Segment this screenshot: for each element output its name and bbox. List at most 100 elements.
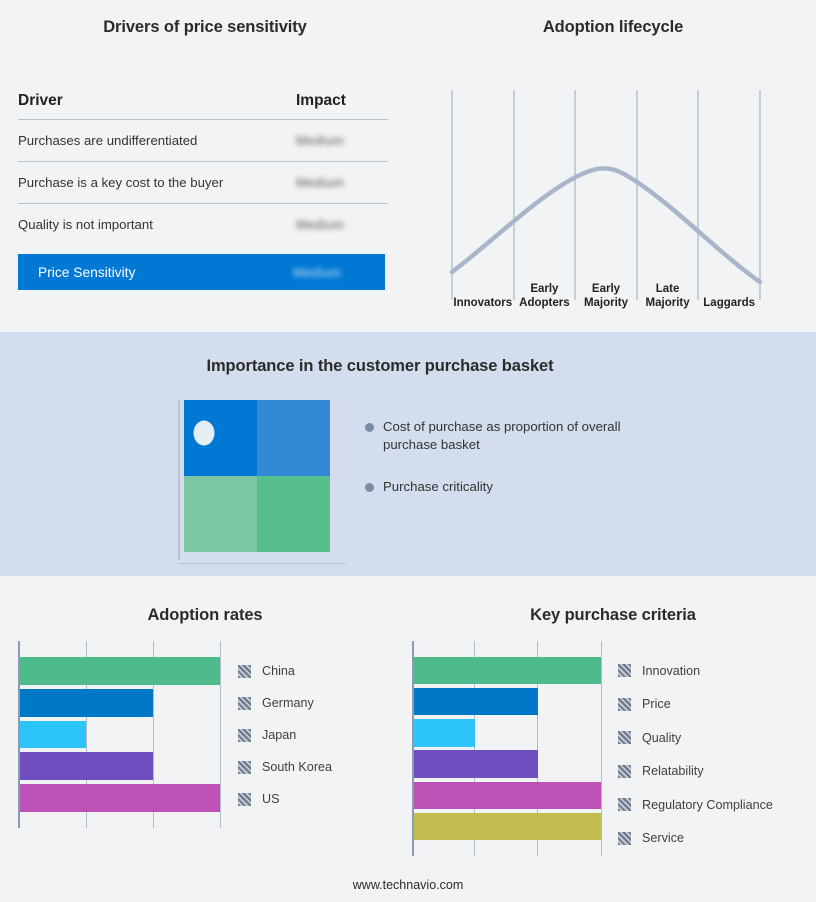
legend-label: Relatability bbox=[642, 764, 704, 779]
stage-label-early-majority: Early Majority bbox=[583, 283, 629, 309]
lifecycle-stage-labels: Innovators Early Adopters Early Majority… bbox=[452, 266, 760, 312]
table-divider bbox=[18, 161, 388, 162]
legend-label: China bbox=[262, 664, 295, 678]
stage-label-laggards: Laggards bbox=[703, 297, 756, 309]
legend-item-price: Price bbox=[618, 688, 773, 722]
matrix-quadrant-bottom-left bbox=[184, 476, 257, 552]
panel-drivers-of-price-sensitivity: Drivers of price sensitivity Driver Impa… bbox=[0, 0, 410, 332]
panel-importance-customer-purchase-basket: Importance in the customer purchase bask… bbox=[0, 332, 816, 576]
hatch-swatch-icon bbox=[618, 664, 631, 678]
matrix-quadrant-top-right bbox=[257, 400, 330, 476]
bar-row-relatability bbox=[414, 749, 604, 780]
table-divider bbox=[18, 203, 388, 204]
bar-row-innovation bbox=[414, 655, 604, 686]
legend-label: Quality bbox=[642, 730, 682, 745]
adoption-rates-chart bbox=[18, 641, 222, 828]
cell-driver: Purchase is a key cost to the buyer bbox=[18, 175, 224, 190]
cell-driver: Quality is not important bbox=[18, 217, 153, 232]
bar-rows bbox=[20, 641, 222, 828]
hatch-swatch-icon bbox=[238, 728, 251, 742]
stage-label-innovators: Innovators bbox=[453, 297, 513, 309]
redacted-impact-value: Medium bbox=[296, 217, 345, 232]
bar-row-japan bbox=[20, 719, 222, 751]
stage-gridlines bbox=[451, 90, 761, 300]
column-header-driver: Driver bbox=[18, 92, 63, 109]
list-item: Cost of purchase as proportion of overal… bbox=[365, 418, 765, 454]
y-axis-line bbox=[412, 641, 414, 856]
legend-label: Regulatory Compliance bbox=[642, 797, 773, 812]
chart-gridlines bbox=[412, 641, 604, 856]
bar-row-south-korea bbox=[20, 750, 222, 782]
bar bbox=[414, 719, 475, 747]
adoption-lifecycle-chart: Innovators Early Adopters Early Majority… bbox=[432, 82, 792, 312]
bar bbox=[20, 784, 220, 813]
page-title-purchase-basket: Importance in the customer purchase bask… bbox=[206, 357, 554, 375]
summary-row-price-sensitivity: Price Sensitivity Medium bbox=[18, 254, 385, 290]
legend-item-germany: Germany bbox=[238, 687, 332, 719]
purchase-basket-legend: Cost of purchase as proportion of overal… bbox=[365, 418, 765, 520]
bar-row-quality bbox=[414, 717, 604, 748]
gridline bbox=[153, 641, 154, 828]
cell-impact: Medium bbox=[293, 265, 385, 280]
top-band: Drivers of price sensitivity Driver Impa… bbox=[0, 0, 816, 332]
table-row: Purchase is a key cost to the buyer Medi… bbox=[18, 162, 388, 203]
key-purchase-criteria-legend: Innovation Price Quality Relatability Re… bbox=[618, 654, 773, 855]
gridline bbox=[220, 641, 221, 828]
hatch-swatch-icon bbox=[618, 798, 631, 812]
hatch-swatch-icon bbox=[618, 731, 631, 745]
legend-item-service: Service bbox=[618, 822, 773, 856]
bar bbox=[414, 688, 538, 716]
adoption-curve bbox=[449, 166, 763, 285]
legend-label: South Korea bbox=[262, 760, 333, 774]
table-divider bbox=[18, 119, 388, 120]
footer-url: www.technavio.com bbox=[352, 878, 464, 892]
panel-key-purchase-criteria: Key purchase criteria bbox=[410, 576, 816, 902]
table-header-row: Driver Impact bbox=[18, 92, 388, 119]
cell-driver: Price Sensitivity bbox=[38, 264, 136, 280]
page-title-key-purchase-criteria: Key purchase criteria bbox=[530, 606, 696, 624]
bar bbox=[414, 656, 601, 685]
matrix-quadrant-top-left bbox=[184, 400, 257, 476]
bar bbox=[414, 781, 601, 809]
bullet-icon bbox=[365, 423, 374, 432]
table-row: Purchases are undifferentiated Medium bbox=[18, 120, 388, 161]
page-title-drivers: Drivers of price sensitivity bbox=[103, 18, 307, 36]
redacted-impact-value: Medium bbox=[296, 133, 345, 148]
matrix-quadrants bbox=[184, 400, 330, 552]
hatch-swatch-icon bbox=[618, 831, 631, 845]
gridline bbox=[474, 641, 475, 856]
stage-label-early-adopters: Early Adopters bbox=[519, 283, 570, 309]
legend-item-south-korea: South Korea bbox=[238, 751, 332, 783]
legend-label: Purchase criticality bbox=[383, 479, 493, 494]
bar-row-germany bbox=[20, 687, 222, 719]
bar-row-us bbox=[20, 782, 222, 814]
column-header-impact: Impact bbox=[296, 92, 346, 109]
legend-item-regulatory-compliance: Regulatory Compliance bbox=[618, 788, 773, 822]
bar-row-price bbox=[414, 686, 604, 717]
legend-label: Cost of purchase as proportion of overal… bbox=[383, 419, 621, 452]
hatch-swatch-icon bbox=[238, 760, 251, 774]
panel-adoption-lifecycle: Adoption lifecycle bbox=[410, 0, 816, 332]
lifecycle-svg bbox=[449, 90, 763, 300]
chart-gridlines bbox=[18, 641, 222, 828]
gridline bbox=[601, 641, 602, 856]
legend-label: Innovation bbox=[642, 663, 701, 678]
hatch-swatch-icon bbox=[238, 696, 251, 710]
legend-item-relatability: Relatability bbox=[618, 755, 773, 789]
hatch-swatch-icon bbox=[618, 764, 631, 778]
adoption-rates-legend: China Germany Japan South Korea US bbox=[238, 655, 332, 815]
y-axis-line bbox=[18, 641, 20, 828]
bar bbox=[20, 688, 153, 717]
bar bbox=[414, 812, 601, 841]
hatch-swatch-icon bbox=[238, 664, 251, 678]
legend-item-japan: Japan bbox=[238, 719, 332, 751]
redacted-impact-value: Medium bbox=[296, 175, 345, 190]
bar-rows bbox=[414, 641, 604, 856]
table-row: Quality is not important Medium bbox=[18, 204, 388, 245]
purchase-basket-matrix bbox=[178, 400, 346, 572]
gridline bbox=[537, 641, 538, 856]
list-item: Purchase criticality bbox=[365, 478, 765, 496]
page-title-adoption-rates: Adoption rates bbox=[147, 606, 263, 624]
bar-row-china bbox=[20, 655, 222, 687]
matrix-x-axis bbox=[178, 562, 346, 564]
